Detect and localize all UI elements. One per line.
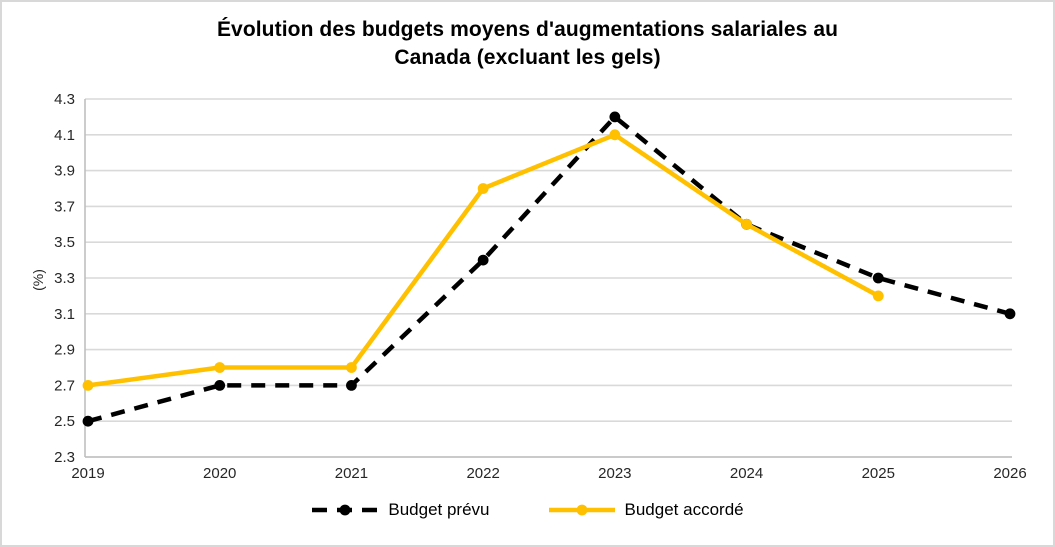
- data-point-marker: [872, 290, 884, 302]
- y-tick-label: 3.3: [54, 270, 75, 287]
- chart-title-line-1: Évolution des budgets moyens d'augmentat…: [216, 18, 839, 41]
- data-point-marker: [214, 362, 226, 373]
- data-point-marker: [872, 272, 884, 284]
- y-tick-label: 3.9: [54, 163, 75, 180]
- dashed-line-marker-icon: [312, 504, 379, 516]
- x-tick-label: 2023: [598, 465, 631, 482]
- y-tick-label: 2.5: [54, 413, 75, 430]
- legend-label-budget-prevu: Budget prévu: [388, 500, 490, 519]
- x-tick-label: 2022: [466, 465, 499, 482]
- y-tick-label: 4.1: [54, 127, 75, 144]
- legend-item-budget-accorde: Budget accordé: [548, 500, 744, 520]
- x-tick-label: 2021: [335, 465, 368, 482]
- legend-swatch-marker: [339, 504, 351, 516]
- data-point-marker: [82, 415, 94, 427]
- legend-label-budget-accorde: Budget accordé: [624, 500, 744, 519]
- data-point-marker: [477, 183, 489, 194]
- data-point-marker: [346, 380, 357, 391]
- chart-title: Évolution des budgets moyens d'augmentat…: [0, 16, 1055, 71]
- y-tick-label: 3.7: [54, 198, 75, 215]
- y-tick-label: 3.1: [54, 306, 75, 323]
- y-tick-label: 2.7: [54, 377, 75, 394]
- data-point-marker: [741, 218, 752, 230]
- data-point-marker: [82, 380, 94, 391]
- data-point-marker: [609, 111, 621, 123]
- data-point-marker: [609, 129, 621, 141]
- y-tick-label: 4.3: [54, 91, 75, 108]
- x-tick-label: 2025: [862, 465, 895, 482]
- chart-title-line-2: Canada (excluant les gels): [394, 45, 661, 69]
- y-axis-label: (%): [30, 269, 46, 291]
- solid-line-marker-icon: [548, 504, 615, 516]
- data-point-marker: [214, 380, 226, 391]
- y-tick-label: 2.3: [54, 449, 75, 466]
- legend-item-budget-prevu: Budget prévu: [311, 500, 490, 520]
- legend-swatch-marker: [576, 504, 587, 516]
- x-tick-label: 2019: [71, 465, 104, 482]
- data-point-marker: [1004, 308, 1016, 320]
- data-point-marker: [477, 254, 489, 266]
- y-tick-label: 3.5: [54, 234, 75, 251]
- data-point-marker: [346, 362, 357, 373]
- x-tick-label: 2026: [993, 465, 1026, 482]
- legend: Budget prévu Budget accordé: [0, 500, 1055, 520]
- x-tick-label: 2024: [730, 465, 763, 482]
- y-tick-label: 2.9: [54, 342, 75, 359]
- x-tick-label: 2020: [203, 465, 236, 482]
